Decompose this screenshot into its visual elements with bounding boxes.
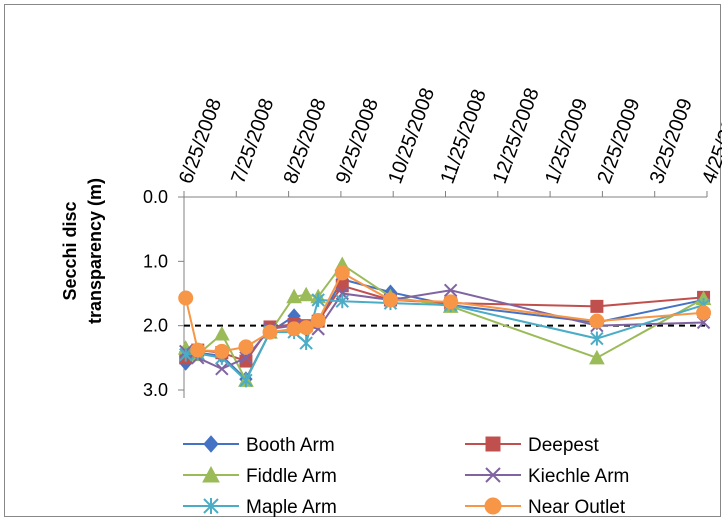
data-point-maple-arm [311, 292, 325, 307]
data-point-near-outlet [443, 294, 459, 310]
legend: Booth Arm Deepest Fiddle Arm Kiechle Arm Map… [183, 435, 629, 518]
legend-item-near-outlet: Near Outlet [465, 497, 626, 518]
data-point-kiechle-arm [239, 351, 253, 365]
x-tick-label: 9/25/2008 [332, 96, 383, 187]
data-point-fiddle-arm [214, 325, 230, 341]
data-point-maple-arm [335, 294, 349, 309]
data-point-near-outlet [190, 342, 206, 358]
legend-label: Booth Arm [246, 435, 335, 456]
series-fiddle-arm [177, 256, 712, 387]
y-tick-label: 1.0 [143, 251, 168, 271]
x-tick-label: 10/25/2008 [384, 85, 439, 187]
x-tick-label: 6/25/2008 [175, 96, 226, 187]
y-tick-label: 3.0 [143, 380, 168, 400]
legend-label: Near Outlet [528, 497, 626, 518]
y-axis-label-line-2: transparency (m) [85, 178, 105, 324]
legend-swatch-marker [485, 436, 501, 452]
data-point-near-outlet [298, 320, 314, 336]
x-tick-label: 7/25/2008 [227, 96, 278, 187]
series-near-outlet [178, 265, 712, 359]
legend-label: Deepest [528, 435, 599, 456]
data-point-maple-arm [590, 331, 604, 346]
x-tick-label: 4/25/2009 [698, 96, 722, 187]
x-tick-label: 1/25/2009 [541, 96, 592, 187]
legend-swatch-marker [484, 497, 502, 515]
data-point-fiddle-arm [298, 286, 314, 302]
legend-label: Fiddle Arm [246, 466, 337, 487]
x-tick-label: 11/25/2008 [437, 87, 491, 187]
axes: 0.0 1.0 2.0 3.0 6/25/2008 7/25/2008 8/25/2008 9… [143, 85, 722, 400]
x-tick-label: 2/25/2009 [593, 96, 644, 187]
legend-item-deepest: Deepest [465, 435, 599, 456]
x-tick-label: 12/25/2008 [489, 85, 544, 187]
y-tick-label: 2.0 [143, 316, 168, 336]
legend-swatch-marker [203, 498, 219, 514]
data-point-maple-arm [239, 373, 253, 388]
data-point-kiechle-arm [215, 362, 229, 376]
chart-frame: Secchi disc transparency (m) 0.0 1.0 2.0 3.… [4, 4, 722, 518]
series-booth-arm [179, 271, 711, 387]
y-axis-label-line-1: Secchi disc [60, 201, 80, 300]
x-tick-label: 3/25/2009 [646, 96, 697, 187]
data-point-near-outlet [334, 265, 350, 281]
series-layer [177, 256, 712, 388]
legend-label: Maple Arm [246, 497, 337, 518]
x-tick-label: 8/25/2008 [280, 96, 331, 187]
data-point-near-outlet [238, 339, 254, 355]
data-point-near-outlet [589, 313, 605, 329]
legend-item-fiddle-arm: Fiddle Arm [183, 465, 337, 487]
data-point-kiechle-arm [443, 283, 458, 297]
data-point-near-outlet [310, 313, 326, 329]
data-point-deepest [590, 299, 604, 313]
legend-swatch-marker [203, 435, 219, 453]
y-axis-label: Secchi disc transparency (m) [60, 178, 105, 324]
legend-swatch-marker [202, 465, 220, 483]
data-point-near-outlet [696, 305, 712, 321]
series-line-fiddle-arm [185, 263, 705, 383]
legend-item-maple-arm: Maple Arm [183, 497, 337, 518]
data-point-fiddle-arm [286, 288, 302, 304]
data-point-maple-arm [299, 336, 313, 351]
legend-item-kiechle-arm: Kiechle Arm [465, 466, 629, 487]
data-point-near-outlet [178, 290, 194, 306]
legend-swatch-marker [485, 467, 501, 483]
y-tick-label: 0.0 [143, 187, 168, 207]
data-point-fiddle-arm [589, 349, 605, 365]
data-point-near-outlet [262, 324, 278, 340]
legend-item-booth-arm: Booth Arm [183, 435, 335, 456]
data-point-near-outlet [382, 292, 398, 308]
data-point-maple-arm [179, 347, 193, 362]
data-point-near-outlet [214, 343, 230, 359]
secchi-line-chart: Secchi disc transparency (m) 0.0 1.0 2.0 3.… [60, 85, 722, 518]
legend-label: Kiechle Arm [528, 466, 629, 487]
